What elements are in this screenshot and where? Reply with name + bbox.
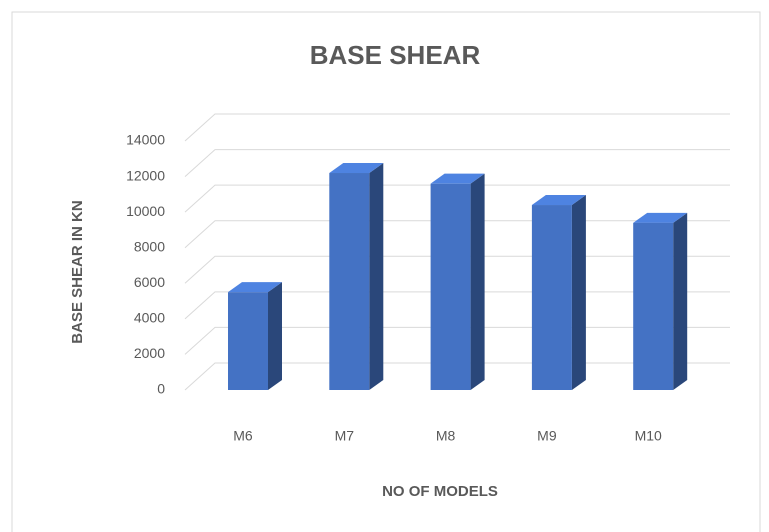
bar-top	[228, 282, 282, 293]
bar-side	[673, 212, 688, 390]
x-tick-label: M9	[537, 428, 557, 444]
bar	[430, 183, 471, 390]
bar	[228, 292, 268, 390]
y-tick-label: 0	[157, 381, 165, 397]
x-tick-label: M8	[436, 428, 456, 444]
bar-top	[633, 212, 688, 223]
bar	[329, 173, 370, 390]
grid-line	[184, 149, 730, 177]
y-tick-label: 4000	[134, 310, 165, 326]
y-axis-title: BASE SHEAR IN KN	[69, 200, 86, 343]
x-tick-label: M7	[335, 428, 355, 444]
bar-side	[571, 195, 586, 390]
y-tick-label: 6000	[134, 274, 165, 290]
bar-side	[470, 173, 485, 390]
bar-top	[531, 195, 586, 206]
y-tick-label: 12000	[126, 167, 165, 183]
bar-top	[430, 173, 485, 184]
y-tick-label: 8000	[134, 238, 165, 254]
grid-line	[184, 113, 730, 142]
bar-side	[369, 163, 384, 390]
y-tick-label: 14000	[126, 132, 165, 148]
y-tick-label: 10000	[126, 203, 165, 219]
bar-side	[268, 282, 282, 390]
chart-title: BASE SHEAR	[310, 40, 481, 70]
grid-line	[184, 184, 730, 213]
x-tick-label: M6	[233, 428, 253, 444]
x-axis-title: NO OF MODELS	[382, 483, 498, 500]
y-tick-label: 2000	[134, 345, 165, 361]
bar-top	[329, 163, 384, 174]
bar	[531, 205, 572, 390]
x-tick-label: M10	[635, 428, 662, 444]
bar	[633, 222, 674, 390]
